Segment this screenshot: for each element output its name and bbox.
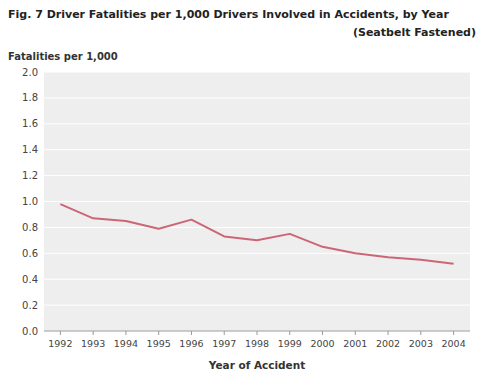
x-tick xyxy=(388,331,389,335)
grid-line xyxy=(44,305,470,306)
x-tick xyxy=(125,331,126,335)
grid xyxy=(44,72,470,331)
x-tick-label: 1994 xyxy=(114,338,138,349)
x-tick xyxy=(93,331,94,335)
grid-line xyxy=(44,279,470,280)
grid-line xyxy=(44,123,470,124)
y-tick-label: 0.4 xyxy=(22,274,38,285)
series xyxy=(60,204,453,264)
x-axis-label: Year of Accident xyxy=(208,359,305,371)
x-tick-label: 1997 xyxy=(212,338,236,349)
grid-line xyxy=(44,201,470,202)
y-tick-label: 1.0 xyxy=(22,196,38,207)
x-tick xyxy=(322,331,323,335)
chart-container: Fig. 7 Driver Fatalities per 1,000 Drive… xyxy=(0,0,484,389)
subtitle: (Seatbelt Fastened) xyxy=(353,26,476,39)
x-tick-label: 2004 xyxy=(442,338,466,349)
grid-line xyxy=(44,253,470,254)
x-tick-label: 1993 xyxy=(81,338,105,349)
x-tick-label: 1992 xyxy=(48,338,72,349)
plot-background xyxy=(44,72,470,331)
x-tick xyxy=(453,331,454,335)
grid-line xyxy=(44,72,470,73)
x-tick xyxy=(224,331,225,335)
y-tick-label: 0.0 xyxy=(22,326,38,337)
y-tick-label: 1.2 xyxy=(22,170,38,181)
y-tick-label: 1.6 xyxy=(22,118,38,129)
x-tick xyxy=(355,331,356,335)
x-tick xyxy=(420,331,421,335)
title: Fig. 7 Driver Fatalities per 1,000 Drive… xyxy=(8,8,449,21)
x-tick-label: 2000 xyxy=(310,338,334,349)
grid-line xyxy=(44,97,470,98)
y-tick-label: 0.6 xyxy=(22,248,38,259)
x-tick-label: 1995 xyxy=(147,338,171,349)
line xyxy=(60,204,453,264)
x-tick xyxy=(289,331,290,335)
x-tick-label: 1996 xyxy=(179,338,203,349)
x-tick-label: 1999 xyxy=(278,338,302,349)
x-tick-label: 2001 xyxy=(343,338,367,349)
grid-line xyxy=(44,227,470,228)
grid-line xyxy=(44,149,470,150)
x-tick xyxy=(257,331,258,335)
y-tick-label: 2.0 xyxy=(22,67,38,78)
x-tick-label: 2002 xyxy=(376,338,400,349)
grid-line xyxy=(44,175,470,176)
chart: Fig. 7 Driver Fatalities per 1,000 Drive… xyxy=(0,0,484,389)
y-tick-label: 0.8 xyxy=(22,222,38,233)
x-tick xyxy=(158,331,159,335)
y-tick-label: 0.2 xyxy=(22,300,38,311)
x-tick xyxy=(191,331,192,335)
y-axis-label: Fatalities per 1,000 xyxy=(8,51,118,62)
y-tick-label: 1.4 xyxy=(22,144,38,155)
x-tick-label: 1998 xyxy=(245,338,269,349)
x-tick xyxy=(60,331,61,335)
y-tick-label: 1.8 xyxy=(22,92,38,103)
x-tick-label: 2003 xyxy=(409,338,433,349)
